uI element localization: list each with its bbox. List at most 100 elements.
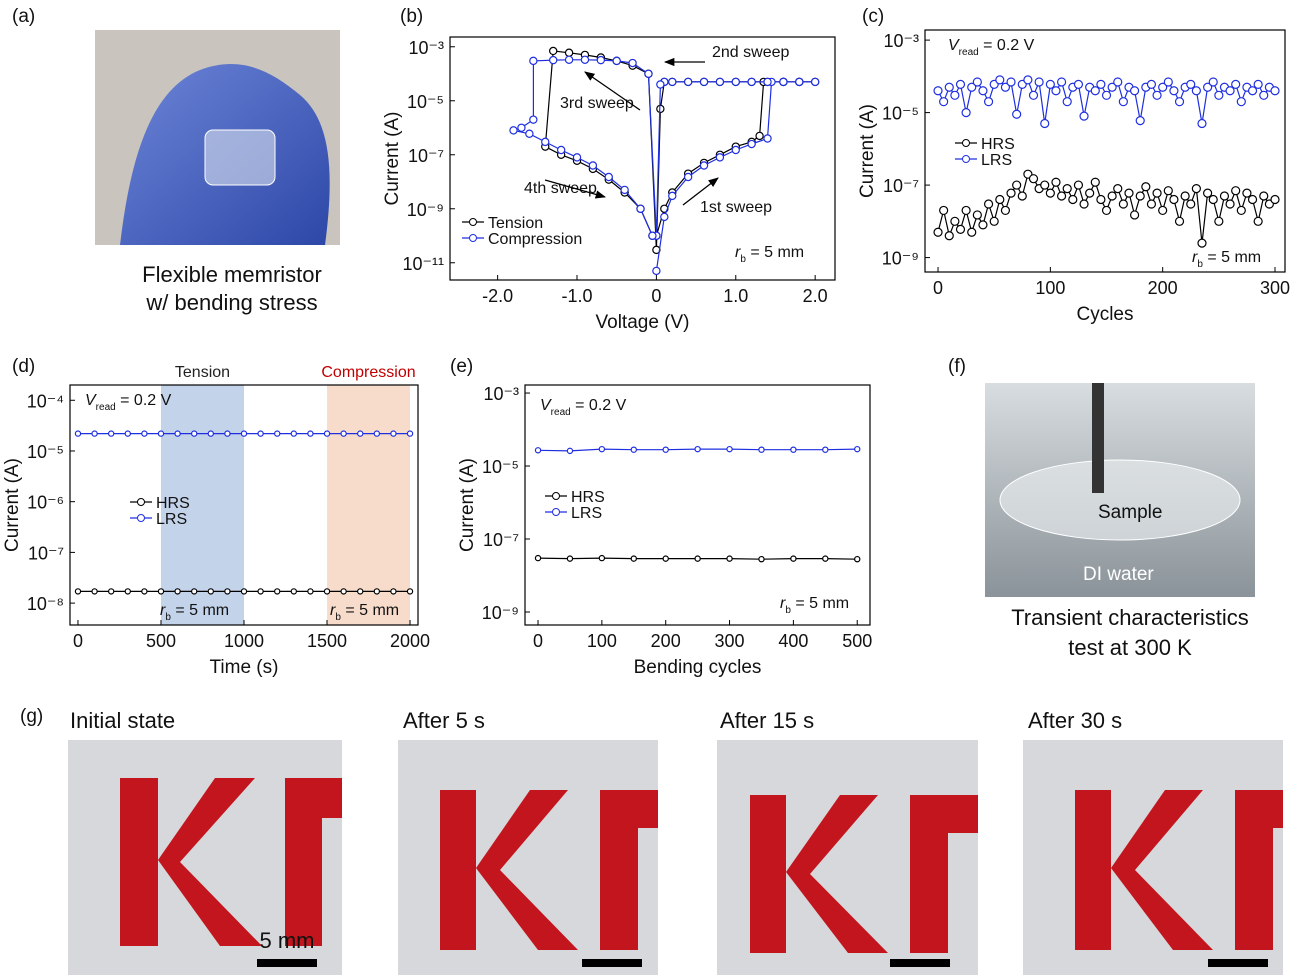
panel-label: (f) — [948, 356, 966, 377]
data-point — [567, 448, 572, 453]
note-rest: = 5 mm — [171, 602, 229, 619]
y-tick-label: 10⁻¹¹ — [402, 254, 444, 274]
data-point — [645, 70, 652, 77]
data-point — [727, 447, 732, 452]
data-point — [748, 78, 755, 85]
photo-title: After 15 s — [720, 708, 814, 733]
data-point — [1024, 76, 1032, 84]
x-tick-label: 300 — [715, 631, 745, 651]
y-tick-label: 10⁻⁵ — [407, 92, 444, 112]
data-point — [1254, 80, 1262, 88]
y-tick-label: 10⁻⁷ — [883, 176, 919, 196]
data-point — [258, 431, 263, 436]
figure: (a) (b) (c) (d) (e) (f) (g) Flexible mem… — [0, 0, 1293, 977]
data-point — [291, 431, 296, 436]
data-point — [92, 589, 97, 594]
data-point — [732, 78, 739, 85]
x-tick-label: 2000 — [390, 631, 430, 651]
data-point — [1209, 196, 1217, 204]
data-point — [823, 556, 828, 561]
annotation: rb = 5 mm — [735, 244, 804, 265]
data-point — [979, 87, 987, 95]
flexible-film — [205, 130, 275, 185]
data-point — [225, 589, 230, 594]
data-point — [685, 173, 692, 180]
data-point — [291, 589, 296, 594]
note-rest: = 0.2 V — [571, 397, 627, 414]
data-point — [727, 556, 732, 561]
x-tick-label: 100 — [1035, 278, 1065, 298]
x-axis-label: Time (s) — [210, 657, 279, 678]
x-tick-label: 0 — [651, 286, 661, 306]
data-point — [985, 200, 993, 208]
data-point — [996, 196, 1004, 204]
note-subscript: read — [551, 407, 571, 418]
data-point — [225, 431, 230, 436]
chart: 010020030040050010⁻³10⁻⁵10⁻⁷10⁻⁹Bending … — [457, 384, 872, 678]
data-point — [565, 56, 572, 63]
data-point — [1147, 200, 1155, 208]
data-point — [940, 206, 948, 214]
data-point — [1136, 117, 1144, 125]
data-point — [358, 431, 363, 436]
data-point — [125, 589, 130, 594]
data-point — [208, 431, 213, 436]
data-point — [1170, 87, 1178, 95]
legend-marker — [138, 499, 145, 506]
data-point — [158, 589, 163, 594]
data-point — [685, 78, 692, 85]
beaker-water — [1000, 460, 1240, 540]
data-point — [1192, 87, 1200, 95]
data-point — [985, 98, 993, 106]
x-tick-label: 100 — [587, 631, 617, 651]
data-point — [175, 589, 180, 594]
y-tick-label: 10⁻³ — [408, 38, 444, 58]
data-point — [700, 78, 707, 85]
legend-label: Tension — [488, 215, 543, 232]
legend-marker — [470, 219, 477, 226]
data-point — [1013, 110, 1021, 118]
data-point — [661, 213, 668, 220]
data-point — [695, 556, 700, 561]
data-point — [1271, 87, 1279, 95]
note-subscript: read — [959, 47, 979, 58]
data-point — [391, 589, 396, 594]
data-point — [716, 78, 723, 85]
data-point — [391, 431, 396, 436]
data-point — [1187, 200, 1195, 208]
data-point — [1125, 189, 1133, 197]
x-tick-label: 1500 — [307, 631, 347, 651]
x-tick-label: -1.0 — [561, 286, 592, 306]
data-point — [990, 217, 998, 225]
data-point — [407, 589, 412, 594]
photo-label: DI water — [1083, 564, 1154, 585]
data-point — [1159, 206, 1167, 214]
data-point — [1220, 192, 1228, 200]
data-point — [374, 431, 379, 436]
note-rest: = 0.2 V — [979, 37, 1035, 54]
annotation: Vread = 0.2 V — [85, 392, 172, 413]
data-point — [764, 78, 771, 85]
y-axis-label: Current (A) — [382, 112, 403, 206]
y-tick-label: 10⁻⁹ — [482, 603, 519, 623]
legend-marker — [963, 156, 970, 163]
data-point — [589, 162, 596, 169]
region-label: Tension — [175, 364, 230, 381]
data-point — [341, 431, 346, 436]
data-point — [308, 431, 313, 436]
data-point — [565, 49, 572, 56]
data-point — [791, 556, 796, 561]
x-tick-label: 500 — [842, 631, 872, 651]
data-point — [979, 221, 987, 229]
data-point — [657, 81, 664, 88]
y-tick-label: 10⁻⁵ — [27, 442, 64, 462]
note-rest: = 5 mm — [1203, 249, 1261, 266]
data-point — [1103, 206, 1111, 214]
photo-title: Initial state — [70, 708, 175, 733]
data-point — [1114, 185, 1122, 193]
data-point — [1030, 175, 1038, 183]
note-rest: = 5 mm — [791, 595, 849, 612]
data-point — [653, 267, 660, 274]
data-point — [599, 447, 604, 452]
data-point — [945, 232, 953, 240]
